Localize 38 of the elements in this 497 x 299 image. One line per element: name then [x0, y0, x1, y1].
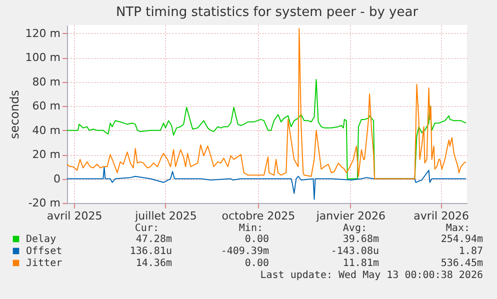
- y-tick-label: 20 m: [32, 148, 60, 162]
- y-tick-label: 100 m: [25, 51, 60, 64]
- text: 536.45m: [440, 258, 483, 269]
- text: -409.39m: [220, 246, 269, 257]
- x-tick-label: avril 2026: [414, 210, 470, 222]
- text: 0.00: [244, 258, 269, 269]
- line-series: [66, 28, 466, 180]
- text: Min:: [238, 223, 263, 234]
- chart-title: NTP timing statistics for system peer - by year: [116, 5, 419, 20]
- x-tick-label: janvier 2026: [315, 210, 386, 222]
- y-tick-label: 0: [54, 172, 60, 186]
- y-tick-label: 60 m: [32, 100, 60, 113]
- y-tick-label: -20 m: [28, 196, 60, 210]
- x-tick-label: octobre 2025: [222, 210, 296, 222]
- y-tick-label: 40 m: [32, 124, 60, 137]
- legend-label: Offset: [26, 246, 62, 257]
- text: Max:: [446, 223, 470, 234]
- text: 11.81m: [342, 258, 379, 269]
- text: Last update: Wed May 13 00:00:38 2026: [260, 270, 483, 281]
- text: 14.36m: [136, 258, 172, 269]
- text: 136.81u: [130, 246, 172, 257]
- legend-label: Delay: [26, 234, 56, 245]
- legend-label: Jitter: [26, 258, 62, 269]
- text: 47.28m: [136, 234, 172, 245]
- x-tick-label: juillet 2025: [134, 210, 197, 222]
- y-tick-label: 80 m: [32, 75, 60, 88]
- line-series: [66, 78, 466, 180]
- x-tick-label: avril 2025: [46, 210, 102, 222]
- y-tick-label: 120 m: [25, 26, 60, 40]
- text: -143.08u: [330, 246, 379, 257]
- text: 0.00: [244, 234, 269, 245]
- text: 39.68m: [342, 234, 379, 245]
- text: Avg:: [342, 223, 367, 234]
- text: 1.87: [458, 246, 483, 257]
- text: 254.94m: [440, 234, 483, 245]
- text: Cur:: [134, 223, 159, 234]
- line-series: [66, 166, 466, 200]
- y-axis-title: seconds: [7, 90, 22, 140]
